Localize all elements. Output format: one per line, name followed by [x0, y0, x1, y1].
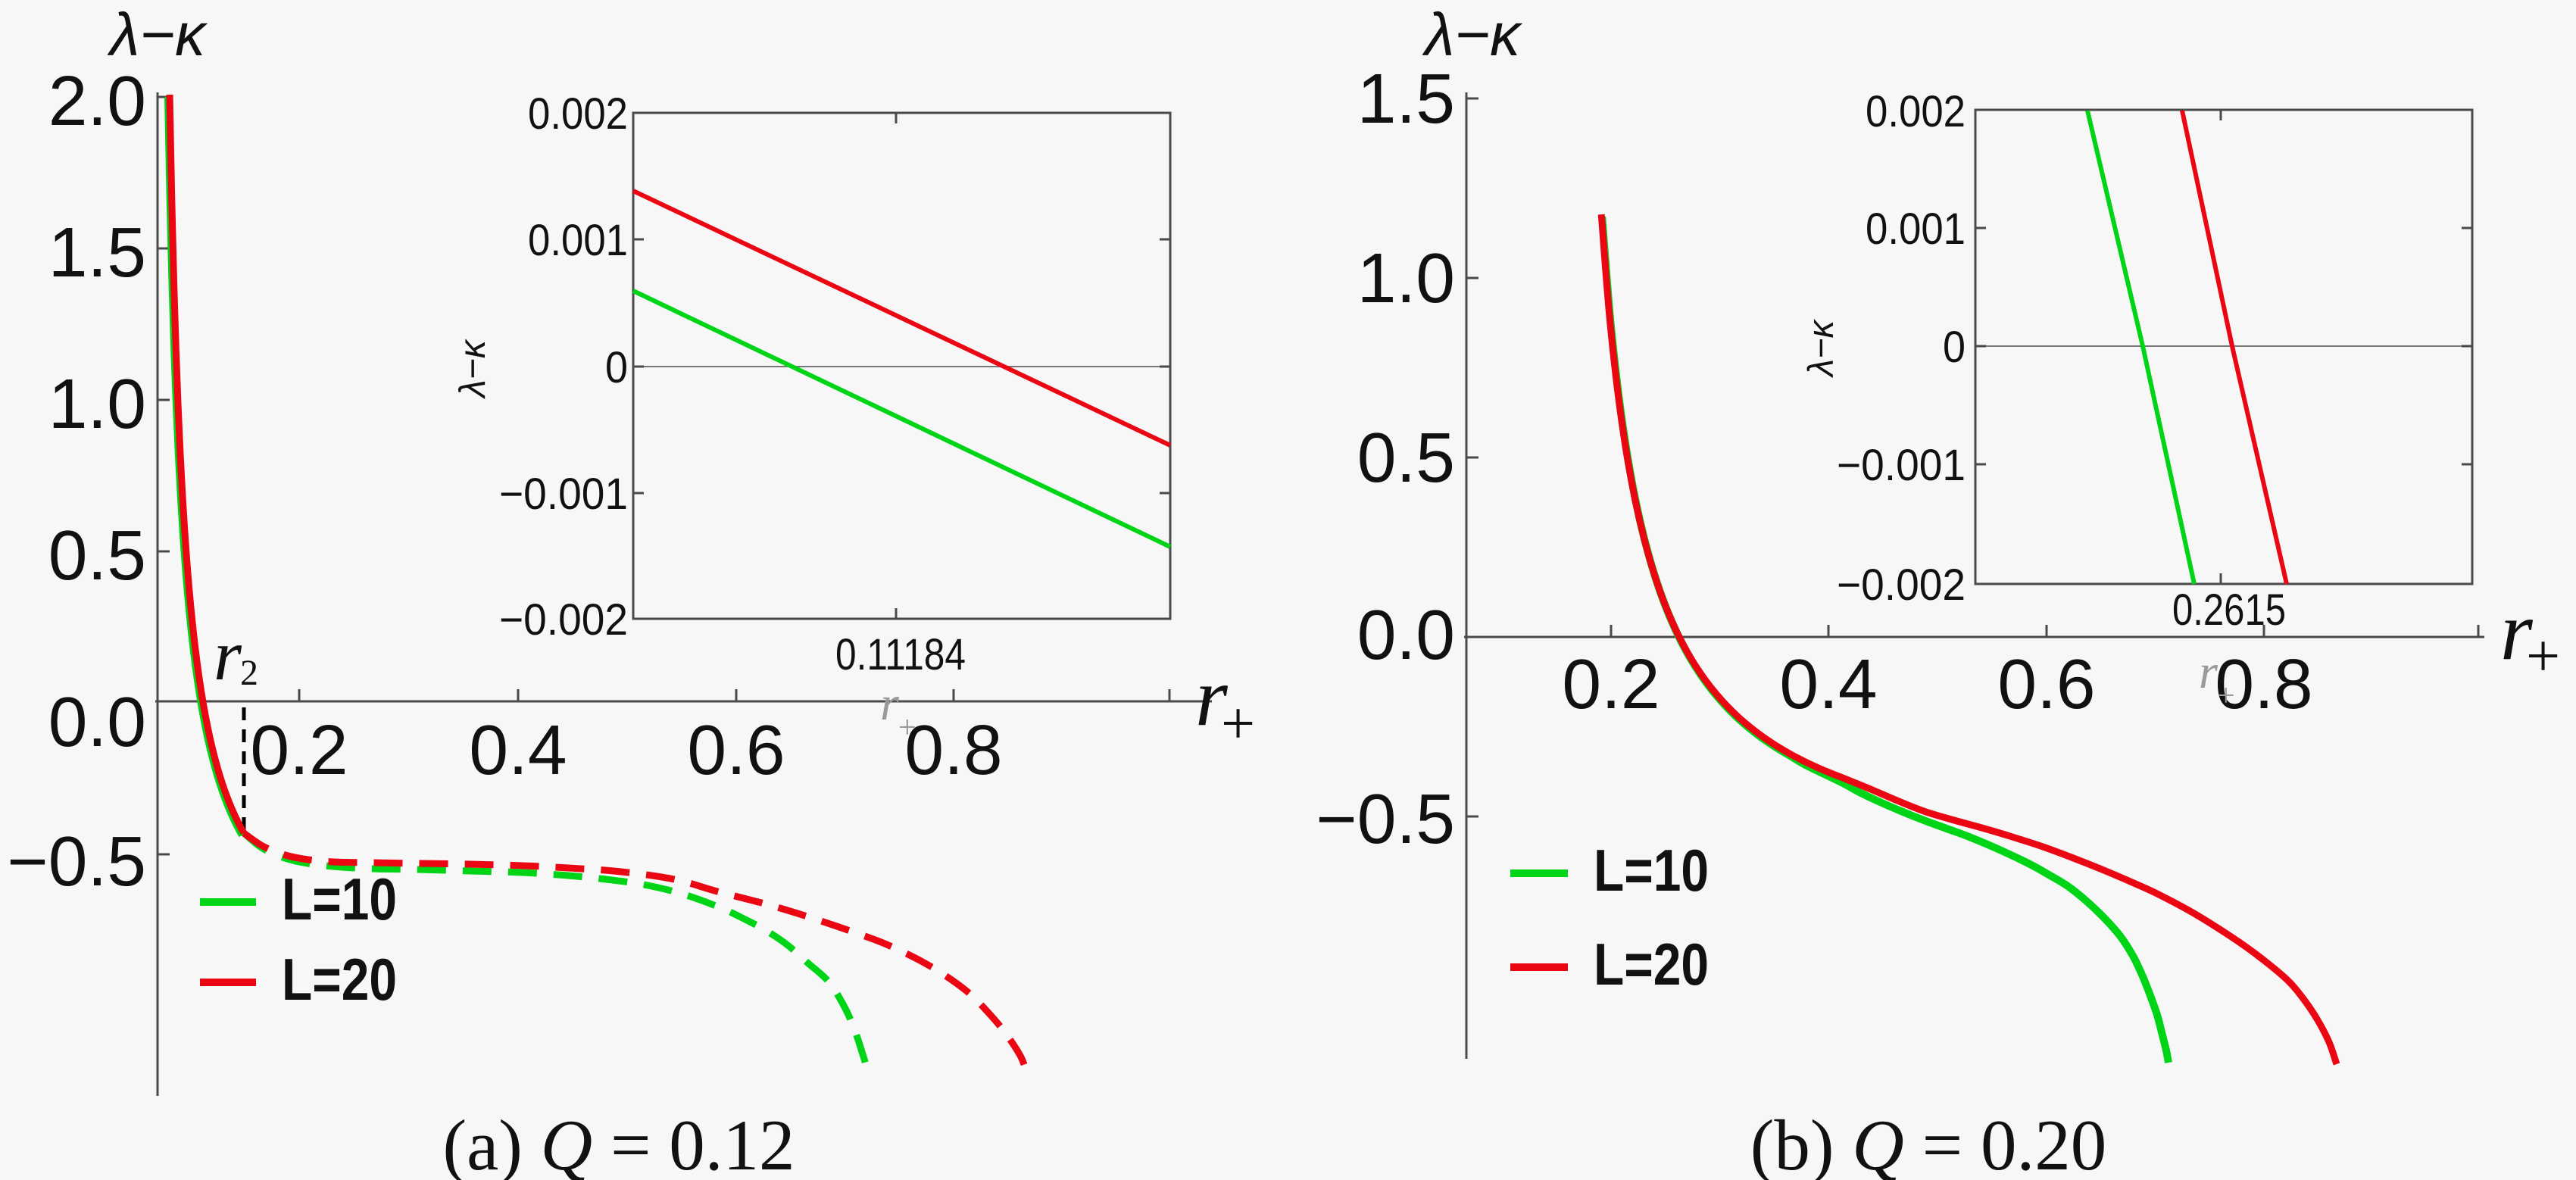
svg-text:r: r — [2199, 645, 2218, 698]
svg-text:L=10: L=10 — [1594, 837, 1709, 904]
svg-text:0.4: 0.4 — [1779, 645, 1877, 723]
svg-text:0.5: 0.5 — [48, 516, 146, 595]
svg-text:L=10: L=10 — [282, 866, 397, 932]
svg-text:0.4: 0.4 — [469, 710, 567, 789]
svg-text:−0.5: −0.5 — [7, 822, 146, 901]
svg-text:λ−κ: λ−κ — [107, 1, 208, 68]
svg-text:−0.002: −0.002 — [499, 595, 628, 645]
svg-text:0.0: 0.0 — [1357, 595, 1455, 674]
svg-text:2.0: 2.0 — [48, 61, 146, 140]
svg-text:0: 0 — [605, 343, 628, 392]
svg-text:1.5: 1.5 — [1357, 59, 1455, 138]
svg-text:r: r — [1195, 651, 1229, 743]
svg-text:−0.001: −0.001 — [499, 470, 628, 519]
svg-text:−0.001: −0.001 — [1837, 441, 1966, 490]
svg-text:r: r — [2500, 585, 2534, 677]
svg-text:1.0: 1.0 — [1357, 239, 1455, 317]
svg-text:0.002: 0.002 — [1866, 87, 1966, 136]
svg-text:−0.5: −0.5 — [1316, 779, 1455, 858]
svg-text:+: + — [2217, 679, 2235, 713]
svg-text:(b) Q = 0.20: (b) Q = 0.20 — [1750, 1105, 2106, 1180]
svg-text:1.5: 1.5 — [48, 213, 146, 292]
svg-text:+: + — [898, 710, 916, 745]
svg-text:0.8: 0.8 — [2215, 645, 2312, 723]
svg-text:0.0: 0.0 — [48, 682, 146, 761]
svg-text:0.5: 0.5 — [1357, 418, 1455, 497]
svg-text:λ−κ: λ−κ — [1422, 1, 1523, 68]
svg-text:0.2: 0.2 — [250, 710, 348, 789]
svg-text:1.0: 1.0 — [48, 364, 146, 443]
svg-text:+: + — [1221, 691, 1255, 757]
svg-text:0.8: 0.8 — [904, 710, 1002, 789]
svg-text:0.11184: 0.11184 — [835, 630, 966, 679]
svg-text:−0.002: −0.002 — [1837, 560, 1966, 610]
svg-text:(a) Q = 0.12: (a) Q = 0.12 — [442, 1105, 795, 1180]
svg-text:+: + — [2526, 623, 2560, 690]
svg-text:r: r — [880, 676, 900, 730]
svg-text:0: 0 — [1943, 323, 1966, 372]
svg-text:0.2615: 0.2615 — [2172, 585, 2286, 635]
svg-text:0.6: 0.6 — [687, 710, 785, 789]
svg-text:0.002: 0.002 — [528, 89, 628, 139]
svg-text:L=20: L=20 — [1594, 931, 1709, 997]
svg-text:L=20: L=20 — [282, 946, 397, 1013]
svg-text:0.6: 0.6 — [1997, 645, 2095, 723]
svg-text:0.001: 0.001 — [1866, 204, 1966, 254]
svg-text:r: r — [214, 615, 242, 695]
svg-text:0.001: 0.001 — [528, 216, 628, 265]
svg-text:0.2: 0.2 — [1562, 645, 1660, 723]
svg-text:2: 2 — [240, 653, 258, 693]
svg-text:λ−κ: λ−κ — [1800, 318, 1841, 379]
svg-text:λ−κ: λ−κ — [453, 338, 493, 400]
